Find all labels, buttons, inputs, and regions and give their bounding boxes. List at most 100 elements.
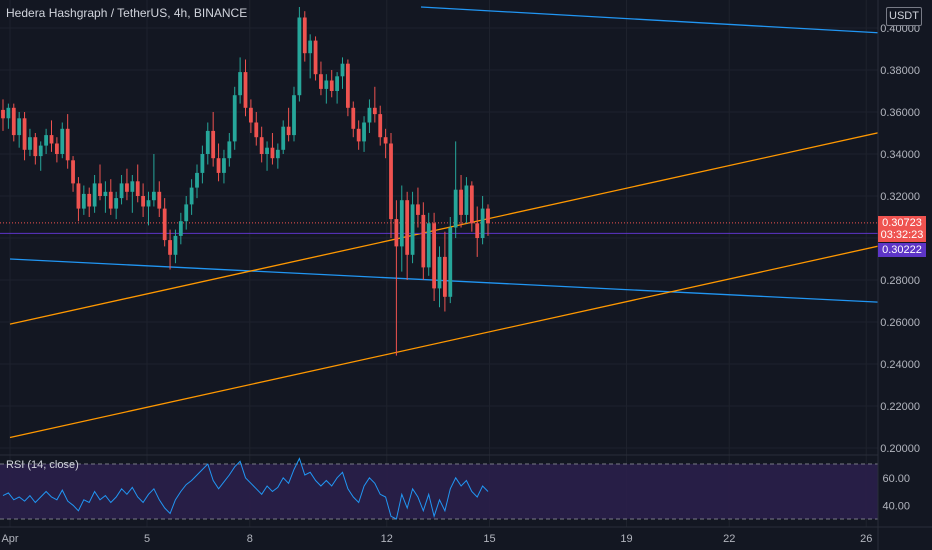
candle [98, 164, 102, 201]
rsi-tick-label: 60.00 [882, 473, 910, 485]
candle-body [356, 128, 361, 142]
candle [459, 175, 463, 228]
candle-body [54, 143, 59, 154]
candle [49, 120, 54, 152]
candle [222, 149, 226, 184]
candle [292, 86, 296, 142]
candle-body [168, 240, 172, 255]
price-axis[interactable]: 0.200000.220000.240000.260000.280000.300… [880, 23, 920, 455]
candle [87, 187, 92, 217]
candle-body [44, 135, 49, 146]
candle [254, 112, 259, 146]
candle-body [119, 183, 124, 199]
time-tick-label: 15 [483, 533, 495, 545]
candle [33, 133, 38, 165]
candle-body [469, 185, 474, 224]
candle [162, 198, 167, 247]
candle [335, 72, 340, 104]
candle-body [151, 191, 156, 201]
candle [1, 99, 5, 131]
candle-body [141, 196, 146, 207]
candle [238, 57, 243, 104]
candle [65, 114, 70, 169]
candle-body [394, 219, 399, 247]
candle-body [319, 74, 323, 89]
candle [308, 34, 313, 79]
candle [54, 137, 59, 163]
candle [372, 86, 377, 123]
candle-body [281, 126, 286, 150]
candle-body [238, 72, 243, 96]
candle-body [367, 107, 372, 123]
candle [151, 154, 156, 207]
candle [178, 212, 183, 245]
time-axis[interactable]: Apr581215192226May47 [1, 533, 932, 545]
candle-body [486, 208, 490, 224]
candle-body [98, 183, 102, 196]
candle-body [162, 208, 167, 241]
candle [275, 143, 280, 169]
last-price-value: 0.30723 [882, 216, 922, 229]
candle-body [362, 122, 366, 142]
rsi-axis: 40.00 60.00 [882, 473, 910, 513]
candle-body [17, 118, 22, 136]
candle [6, 103, 11, 129]
currency-button[interactable]: USDT [886, 7, 922, 26]
trend-line-lower-orange [9, 245, 878, 439]
candle-body [216, 158, 221, 173]
candle-body [297, 17, 302, 96]
candle [453, 141, 458, 238]
candle [340, 57, 345, 89]
candle [410, 191, 415, 264]
candle [92, 175, 97, 213]
price-tick-label: 0.32000 [880, 191, 920, 203]
trend-line-lower-blue [9, 258, 878, 303]
candle-body [383, 137, 388, 144]
candle [383, 128, 388, 159]
candle-body [426, 223, 431, 268]
candle-body [437, 256, 442, 289]
candle [448, 217, 453, 304]
candle [38, 141, 43, 171]
time-tick-label: 22 [723, 533, 735, 545]
candle [302, 11, 307, 62]
candle [281, 120, 286, 154]
candle [135, 164, 140, 203]
candle [81, 185, 86, 215]
candle [313, 36, 318, 81]
candle [329, 70, 334, 98]
candle-body [125, 183, 129, 192]
candle-body [464, 185, 469, 215]
candle-body [108, 191, 113, 209]
price-tick-label: 0.22000 [880, 401, 920, 413]
price-tick-label: 0.38000 [880, 65, 920, 77]
trend-line-upper-blue [420, 6, 878, 34]
candle-body [1, 109, 5, 119]
candle-body [232, 95, 237, 142]
time-tick-label: 8 [247, 533, 253, 545]
candle-body [405, 200, 410, 255]
candle [168, 229, 172, 270]
candle [22, 112, 27, 161]
candle [356, 120, 361, 150]
candle [297, 7, 302, 102]
last-price-tag: 0.30723 03:32:23 [878, 215, 926, 242]
candle-body [378, 114, 383, 138]
candle-body [475, 223, 480, 238]
candle [248, 99, 253, 133]
candle-body [275, 149, 280, 159]
candle [345, 59, 350, 117]
candle-body [313, 40, 318, 75]
time-tick-label: Apr [1, 533, 18, 545]
rsi-indicator-label[interactable]: RSI (14, close) [6, 459, 79, 471]
candle [437, 246, 442, 308]
rsi-pane [0, 457, 878, 520]
candle-body [211, 130, 216, 159]
candle-body [178, 221, 183, 236]
candle [146, 191, 151, 226]
candle-body [76, 183, 81, 209]
candle [216, 143, 221, 182]
candle [173, 229, 178, 264]
candle [389, 133, 393, 238]
